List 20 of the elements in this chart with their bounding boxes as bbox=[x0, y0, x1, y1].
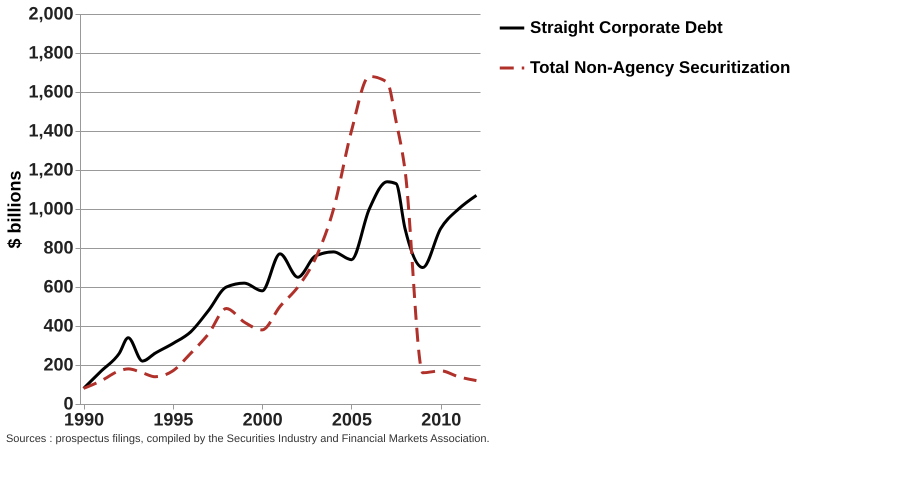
y-tick-label: 1,000 bbox=[28, 198, 74, 218]
y-tick-label: 600 bbox=[43, 276, 74, 296]
legend-label: Straight Corporate Debt bbox=[530, 18, 724, 37]
y-axis-title: $ billions bbox=[4, 170, 24, 249]
y-tick-label: 800 bbox=[43, 238, 74, 258]
x-tick-label: 2010 bbox=[421, 410, 462, 430]
line-series bbox=[82, 74, 478, 390]
y-tick-label: 1,400 bbox=[28, 120, 74, 140]
y-tick-label: 200 bbox=[43, 354, 74, 374]
y-tick-label: 400 bbox=[43, 316, 74, 336]
y-tick-label: 1,200 bbox=[28, 160, 74, 180]
x-tick-label: 2000 bbox=[242, 410, 283, 430]
legend-label: Total Non-Agency Securitization bbox=[530, 58, 790, 77]
x-tick-label: 2005 bbox=[332, 410, 372, 430]
x-tick-label: 1995 bbox=[153, 410, 194, 430]
line-series bbox=[82, 180, 478, 390]
y-tick-label: 1,600 bbox=[28, 82, 74, 102]
y-tick-label: 2,000 bbox=[28, 4, 74, 24]
source-note: Sources : prospectus filings, compiled by the Securities Industry and Financial Markets Association. bbox=[6, 433, 490, 445]
y-tick-label: 1,800 bbox=[28, 42, 74, 62]
